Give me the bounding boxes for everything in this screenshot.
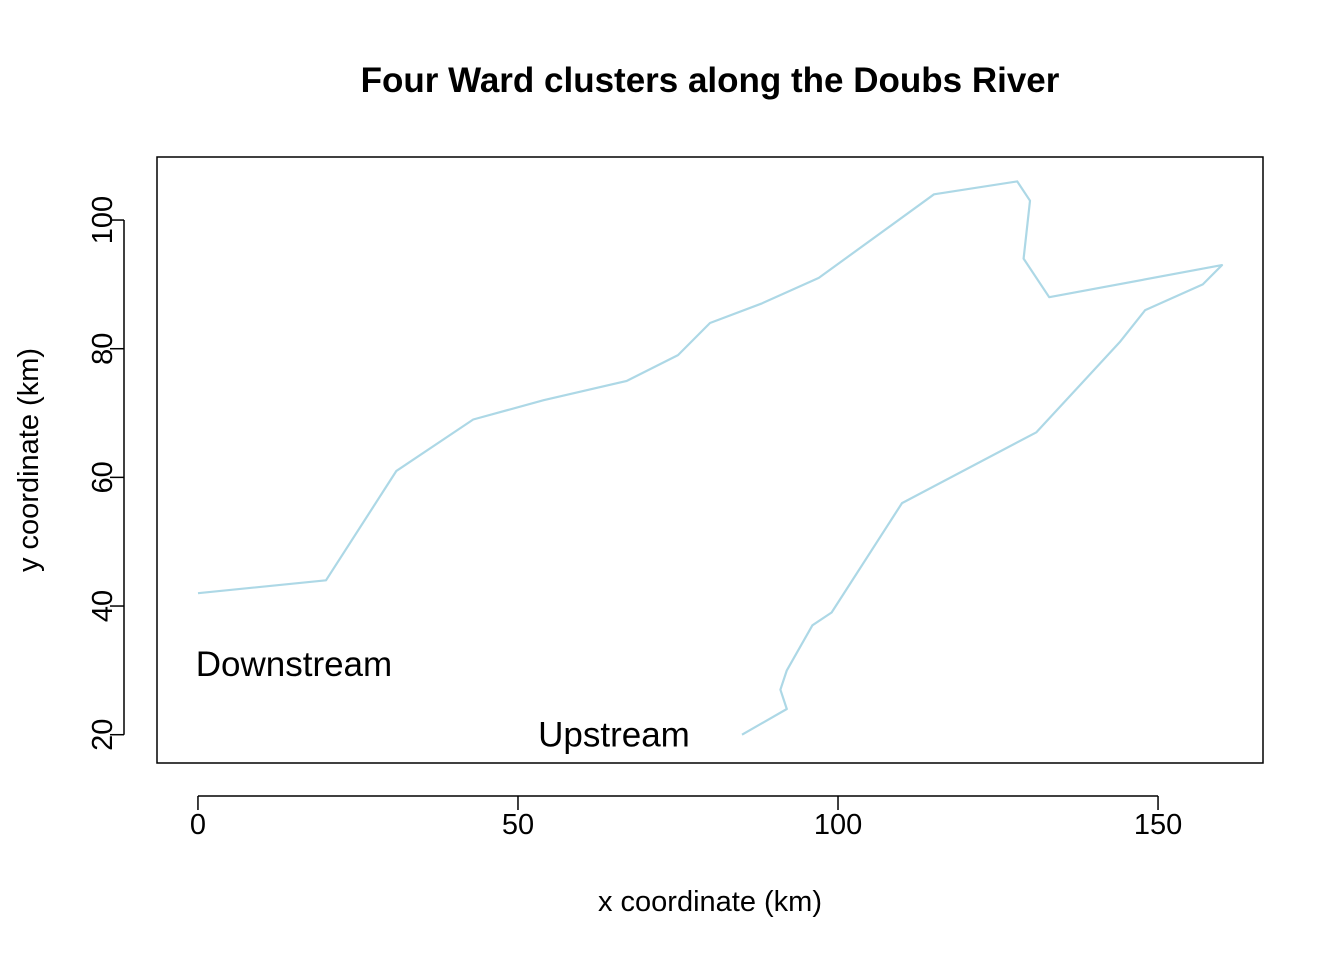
y-tick-label: 80 — [87, 333, 119, 365]
x-tick-label: 100 — [814, 809, 862, 841]
x-tick-label: 150 — [1134, 809, 1182, 841]
annotation-upstream: Upstream — [538, 716, 690, 755]
river-line — [197, 180, 1224, 736]
x-axis-label: x coordinate (km) — [598, 886, 822, 918]
x-tick-label: 0 — [190, 809, 206, 841]
x-axis: 0 50 100 150 — [190, 795, 1182, 841]
x-tick-label: 50 — [502, 809, 534, 841]
chart-title: Four Ward clusters along the Doubs River — [361, 61, 1060, 100]
y-axis-label: y coordinate (km) — [13, 348, 45, 572]
annotations: Upstream Downstream — [196, 645, 690, 755]
plot-frame — [156, 156, 1264, 764]
y-tick-label: 100 — [87, 196, 119, 244]
y-tick-label: 60 — [87, 461, 119, 493]
y-axis: 20 40 60 80 100 — [87, 196, 125, 751]
y-tick-label: 20 — [87, 719, 119, 751]
y-tick-label: 40 — [87, 590, 119, 622]
annotation-downstream: Downstream — [196, 645, 392, 684]
